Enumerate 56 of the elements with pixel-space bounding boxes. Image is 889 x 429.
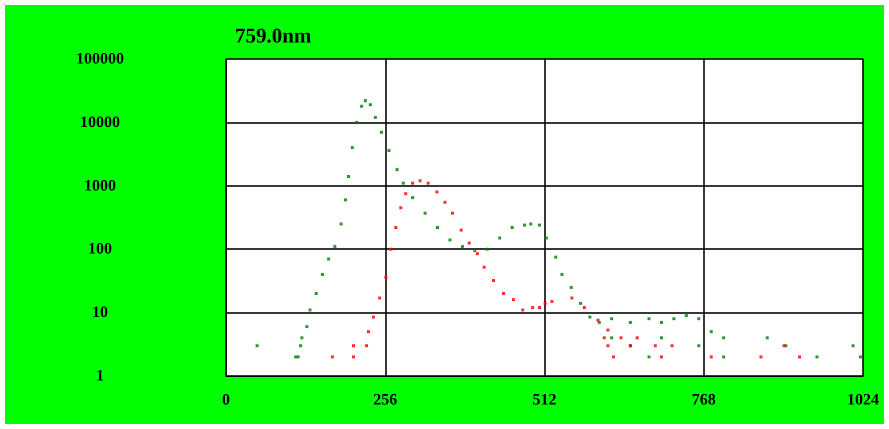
point — [384, 276, 388, 279]
x-tick-label: 1024 — [847, 392, 879, 408]
y-tick-label: 10000 — [80, 114, 120, 131]
y-tick-label: 1000 — [84, 177, 116, 194]
y-tick-label: 100000 — [76, 50, 124, 68]
point — [550, 300, 554, 303]
y-tick-label: 10 — [92, 304, 108, 322]
y-tick-label: 1 — [96, 368, 104, 384]
point — [660, 355, 663, 358]
point — [418, 179, 422, 182]
point — [502, 292, 505, 296]
point — [443, 200, 446, 204]
point — [450, 212, 454, 215]
point — [636, 336, 639, 340]
point — [426, 182, 430, 185]
point — [654, 344, 657, 348]
point — [468, 242, 471, 245]
point — [670, 344, 674, 348]
point — [570, 296, 574, 300]
point — [352, 344, 356, 348]
point — [435, 190, 438, 194]
point — [399, 206, 402, 210]
point — [606, 328, 610, 332]
point — [512, 298, 515, 302]
point — [544, 302, 547, 305]
point — [460, 228, 463, 232]
point — [582, 306, 586, 310]
point — [759, 355, 762, 358]
chart-title: 759.0nm — [235, 24, 312, 48]
point — [411, 182, 414, 185]
point — [606, 344, 610, 348]
point — [330, 355, 334, 358]
point — [482, 266, 486, 269]
point — [531, 306, 534, 310]
point — [612, 355, 616, 358]
point — [352, 355, 356, 358]
point — [366, 330, 370, 334]
point — [492, 279, 495, 282]
point — [521, 308, 524, 312]
point — [620, 336, 623, 340]
point — [798, 355, 802, 358]
point — [372, 316, 375, 319]
y-tick-label: 100 — [88, 240, 112, 258]
point — [710, 355, 713, 358]
point — [394, 226, 398, 229]
x-tick-label: 512 — [532, 392, 556, 408]
point — [404, 192, 408, 196]
x-tick-label: 768 — [692, 392, 716, 408]
point — [365, 344, 368, 348]
point — [602, 336, 606, 340]
point — [389, 248, 392, 251]
point — [538, 306, 542, 310]
x-tick-label: 0 — [222, 392, 230, 408]
point — [476, 252, 479, 256]
point — [378, 296, 382, 300]
x-tick-label: 256 — [373, 392, 398, 408]
